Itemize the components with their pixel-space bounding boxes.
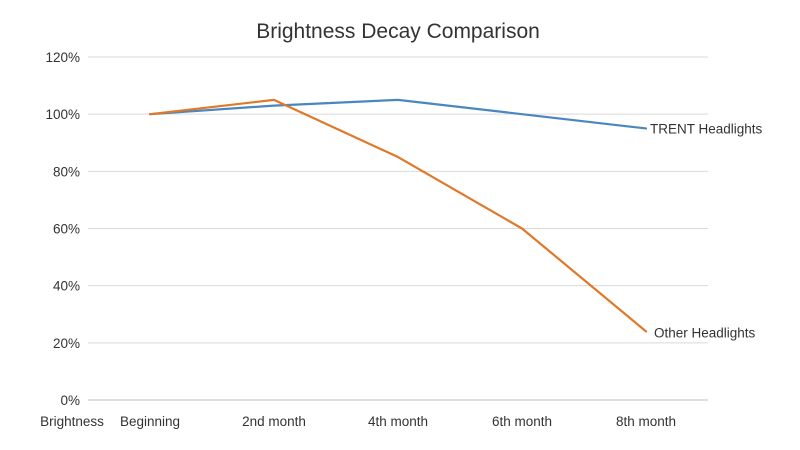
series-labels: TRENT Headlights Other Headlights [650,121,763,340]
x-tick-label: 6th month [492,414,552,429]
x-tick-label: 8th month [616,414,676,429]
grid-lines [88,56,708,401]
y-tick-label: 80% [53,164,80,179]
y-axis-ticks: 0% 20% 40% 60% 80% 100% 120% [45,50,80,408]
y-tick-label: 100% [45,107,80,122]
series-label-2: Other Headlights [654,325,756,340]
x-axis-label: Brightness [40,414,104,429]
x-tick-label: 2nd month [242,414,306,429]
x-tick-label: Beginning [120,414,180,429]
series-label-1: TRENT Headlights [650,121,763,136]
series-line-2 [148,98,648,333]
chart-title: Brightness Decay Comparison [256,20,540,43]
y-tick-label: 120% [45,50,80,65]
series-lines [148,98,648,333]
y-tick-label: 0% [60,393,80,408]
x-tick-label: 4th month [368,414,428,429]
x-axis-ticks: Beginning 2nd month 4th month 6th month 8th … [120,414,676,429]
y-tick-label: 20% [53,336,80,351]
series-line-1 [148,98,648,130]
y-tick-label: 60% [53,222,80,237]
y-tick-label: 40% [53,279,80,294]
